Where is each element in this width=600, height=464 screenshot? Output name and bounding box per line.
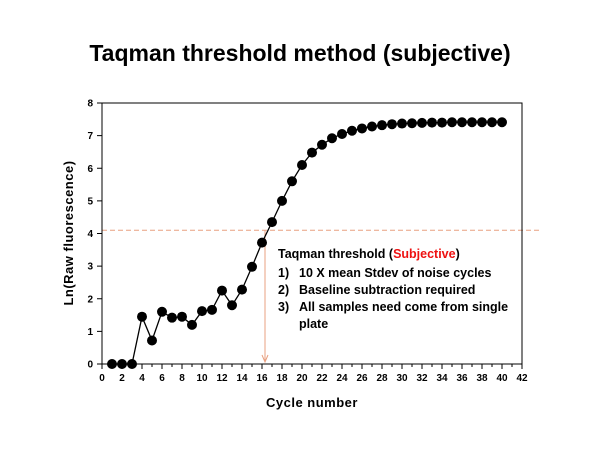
data-point [397, 118, 407, 129]
data-point [247, 261, 257, 272]
data-point [207, 304, 217, 315]
y-tick-label: 8 [87, 99, 93, 110]
data-point [307, 147, 317, 158]
x-tick-label: 28 [376, 373, 388, 384]
data-point [337, 128, 347, 139]
data-point [367, 121, 377, 132]
annotation-item-text: Baseline subtraction required [299, 283, 476, 297]
x-tick-label: 16 [256, 373, 268, 384]
x-tick-label: 6 [159, 373, 165, 384]
annotation-item-number: 3) [278, 300, 290, 314]
data-point [167, 312, 177, 323]
data-point [187, 319, 197, 330]
x-tick-label: 4 [139, 373, 145, 384]
y-tick-label: 3 [87, 262, 93, 273]
x-tick-label: 10 [196, 373, 208, 384]
annotation-item: 1) 10 X mean Stdev of noise cycles [278, 265, 513, 282]
data-point [487, 117, 497, 128]
x-tick-label: 36 [456, 373, 468, 384]
x-tick-label: 12 [216, 373, 228, 384]
data-point [447, 117, 457, 128]
data-point [277, 195, 287, 206]
data-point [127, 359, 137, 369]
x-tick-label: 30 [396, 373, 408, 384]
x-tick-label: 22 [316, 373, 328, 384]
data-point [407, 118, 417, 129]
data-point [257, 237, 267, 248]
y-tick-label: 1 [87, 327, 93, 338]
data-point [317, 139, 327, 150]
data-point [217, 285, 227, 296]
data-point [467, 117, 477, 128]
x-tick-label: 26 [356, 373, 368, 384]
data-point [197, 306, 207, 317]
x-tick-label: 20 [296, 373, 308, 384]
data-point [327, 133, 337, 144]
x-tick-label: 42 [516, 373, 528, 384]
data-point [287, 176, 297, 187]
y-tick-label: 4 [87, 229, 93, 240]
data-point [117, 359, 127, 369]
data-point [497, 117, 507, 128]
data-point [237, 284, 247, 295]
annotation-item-number: 1) [278, 266, 290, 280]
data-point [107, 359, 117, 369]
data-point [137, 311, 147, 322]
data-point [347, 125, 357, 136]
annotation-item-text: All samples need come from single plate [299, 300, 509, 331]
x-tick-label: 32 [416, 373, 428, 384]
x-tick-label: 8 [179, 373, 185, 384]
x-tick-label: 0 [99, 373, 105, 384]
data-point [227, 300, 237, 311]
data-point [357, 123, 367, 134]
x-tick-label: 14 [236, 373, 248, 384]
annotation-heading-text: Taqman threshold ( [278, 247, 394, 261]
annotation-heading-end: ) [455, 247, 460, 261]
annotation-item-text: 10 X mean Stdev of noise cycles [299, 266, 492, 280]
data-point [457, 117, 467, 128]
x-tick-label: 18 [276, 373, 288, 384]
y-tick-label: 2 [87, 294, 93, 305]
x-axis-label: Cycle number [266, 395, 358, 410]
data-point [417, 117, 427, 128]
annotation-item-number: 2) [278, 283, 290, 297]
data-point [267, 217, 277, 228]
data-point [147, 335, 157, 346]
threshold-arrow-head [261, 354, 269, 364]
data-point [377, 120, 387, 131]
y-tick-label: 6 [87, 164, 93, 175]
y-tick-label: 7 [87, 131, 93, 142]
annotation-list: 1) 10 X mean Stdev of noise cycles 2) Base… [278, 265, 513, 333]
x-tick-label: 34 [436, 373, 448, 384]
data-point [177, 311, 187, 322]
x-tick-label: 24 [336, 373, 348, 384]
data-point [437, 117, 447, 128]
data-point [297, 159, 307, 170]
data-point [387, 119, 397, 130]
data-point [157, 306, 167, 317]
y-axis-label: Ln(Raw fluorescence) [61, 160, 76, 305]
x-tick-label: 40 [496, 373, 508, 384]
y-tick-label: 5 [87, 196, 93, 207]
x-tick-label: 38 [476, 373, 488, 384]
annotation-heading: Taqman threshold (Subjective) [278, 246, 513, 263]
annotation-item: 2) Baseline subtraction required [278, 282, 513, 299]
annotation-heading-highlight: Subjective [393, 247, 456, 261]
series-line [112, 121, 502, 365]
annotation-item: 3) All samples need come from single plat… [278, 299, 513, 333]
threshold-annotation: Taqman threshold (Subjective) 1) 10 X mea… [278, 246, 513, 333]
x-tick-label: 2 [119, 373, 125, 384]
y-tick-label: 0 [87, 360, 93, 371]
data-point [427, 117, 437, 128]
data-point [477, 117, 487, 128]
chart-title: Taqman threshold method (subjective) [89, 40, 511, 66]
